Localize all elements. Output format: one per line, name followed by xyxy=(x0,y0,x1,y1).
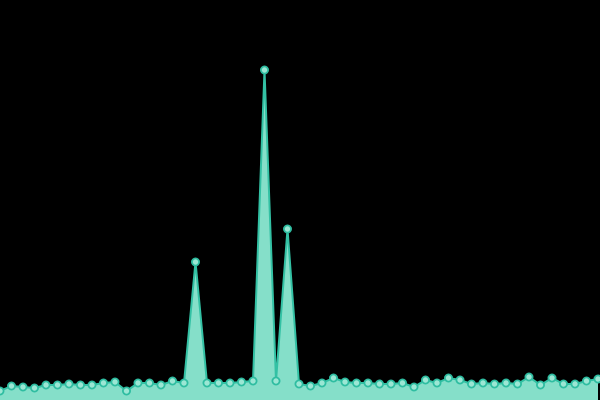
data-point-marker xyxy=(294,379,304,389)
data-point-marker xyxy=(282,224,292,234)
data-point-marker xyxy=(363,378,373,388)
data-point-marker xyxy=(64,379,74,389)
data-point-marker xyxy=(248,376,258,386)
series-area-fill xyxy=(0,70,598,400)
data-point-marker xyxy=(559,379,569,389)
data-point-marker xyxy=(144,378,154,388)
data-point-marker xyxy=(271,376,281,386)
data-point-marker xyxy=(455,375,465,385)
data-point-marker xyxy=(122,386,132,396)
data-point-marker xyxy=(87,380,97,390)
data-point-marker xyxy=(478,378,488,388)
data-point-marker xyxy=(18,382,28,392)
data-point-marker xyxy=(110,377,120,387)
data-point-marker xyxy=(420,375,430,385)
data-point-marker xyxy=(489,379,499,389)
data-point-marker xyxy=(328,373,338,383)
data-point-marker xyxy=(524,372,534,382)
data-point-marker xyxy=(202,378,212,388)
area-fill-layer xyxy=(0,70,598,400)
data-point-marker xyxy=(340,377,350,387)
data-point-marker xyxy=(53,380,63,390)
data-point-marker xyxy=(536,380,546,390)
data-point-marker xyxy=(386,379,396,389)
data-point-marker xyxy=(305,381,315,391)
data-point-marker xyxy=(259,65,269,75)
data-point-marker xyxy=(317,378,327,388)
data-point-marker xyxy=(501,378,511,388)
data-point-marker xyxy=(167,376,177,386)
data-point-marker xyxy=(351,378,361,388)
data-point-marker xyxy=(213,378,223,388)
data-point-marker xyxy=(7,381,16,391)
data-point-marker xyxy=(547,373,557,383)
data-point-marker xyxy=(432,378,442,388)
data-point-marker xyxy=(0,386,5,396)
data-point-marker xyxy=(99,378,109,388)
data-point-marker xyxy=(570,379,580,389)
data-point-marker xyxy=(374,379,384,389)
series-line xyxy=(0,69,599,392)
data-point-marker xyxy=(397,378,407,388)
data-point-marker xyxy=(513,379,523,389)
data-point-marker xyxy=(443,373,453,383)
data-point-marker xyxy=(156,380,166,390)
data-point-marker xyxy=(133,378,143,388)
data-point-marker xyxy=(582,376,592,386)
data-point-marker xyxy=(179,378,189,388)
data-point-marker xyxy=(29,383,39,393)
data-point-marker xyxy=(409,382,419,392)
data-point-marker xyxy=(190,257,200,267)
data-point-marker xyxy=(41,380,51,390)
data-point-marker xyxy=(593,374,600,384)
data-point-marker xyxy=(225,378,235,388)
data-point-marker xyxy=(466,379,476,389)
data-point-marker xyxy=(76,380,86,390)
line-stroke-layer xyxy=(0,69,599,392)
data-point-markers-layer xyxy=(0,65,600,396)
data-point-marker xyxy=(236,377,246,387)
